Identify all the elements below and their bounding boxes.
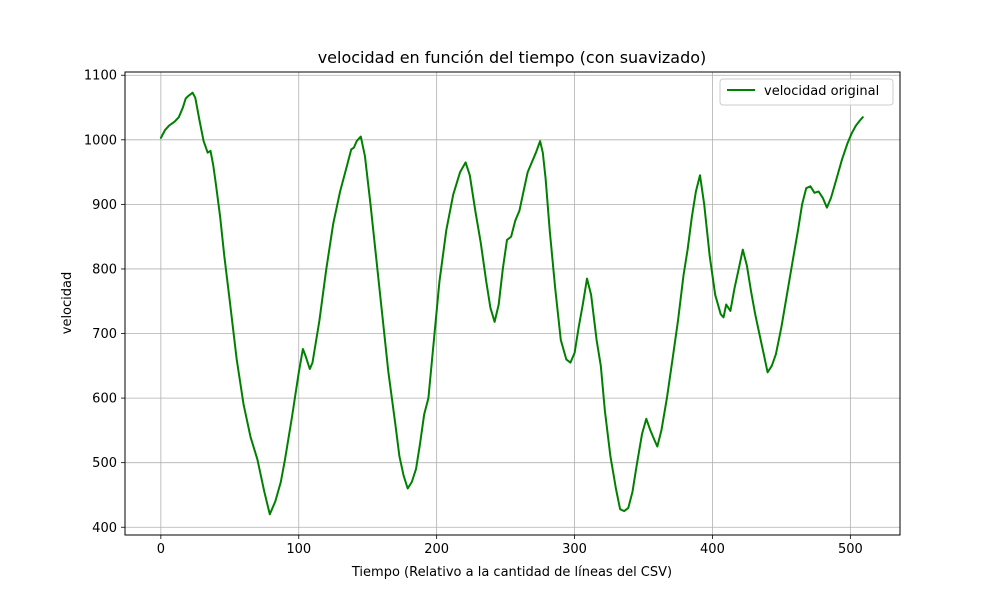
y-tick-label: 1000	[84, 133, 117, 148]
y-tick-label: 800	[92, 262, 117, 277]
y-tick-label: 600	[92, 392, 117, 407]
plot-frame	[124, 71, 901, 536]
y-tick-label: 400	[92, 521, 117, 536]
series-line-velocidad-original	[159, 91, 864, 516]
axes-ticks: 0 100 200 300 400 500 400 500 600 700 800 900 1000 11…	[84, 69, 863, 557]
x-tick-label: 400	[700, 542, 725, 557]
y-tick-label: 900	[92, 198, 117, 213]
legend: velocidad original	[719, 78, 894, 106]
y-tick-label: 500	[92, 456, 117, 471]
x-tick-label: 300	[562, 542, 587, 557]
x-tick-label: 100	[286, 542, 311, 557]
x-axis-label: Tiempo (Relativo a la cantidad de líneas…	[351, 565, 672, 580]
chart-title: velocidad en función del tiempo (con sua…	[318, 48, 707, 67]
x-tick-label: 500	[838, 542, 863, 557]
legend-label: velocidad original	[764, 84, 879, 99]
x-tick-label: 200	[424, 542, 449, 557]
plot-area	[159, 91, 864, 516]
y-tick-label: 1100	[84, 69, 117, 84]
y-axis-label: velocidad	[60, 272, 75, 335]
legend-box	[719, 78, 894, 106]
x-tick-label: 0	[157, 542, 165, 557]
y-tick-label: 700	[92, 327, 117, 342]
grid	[125, 72, 900, 535]
